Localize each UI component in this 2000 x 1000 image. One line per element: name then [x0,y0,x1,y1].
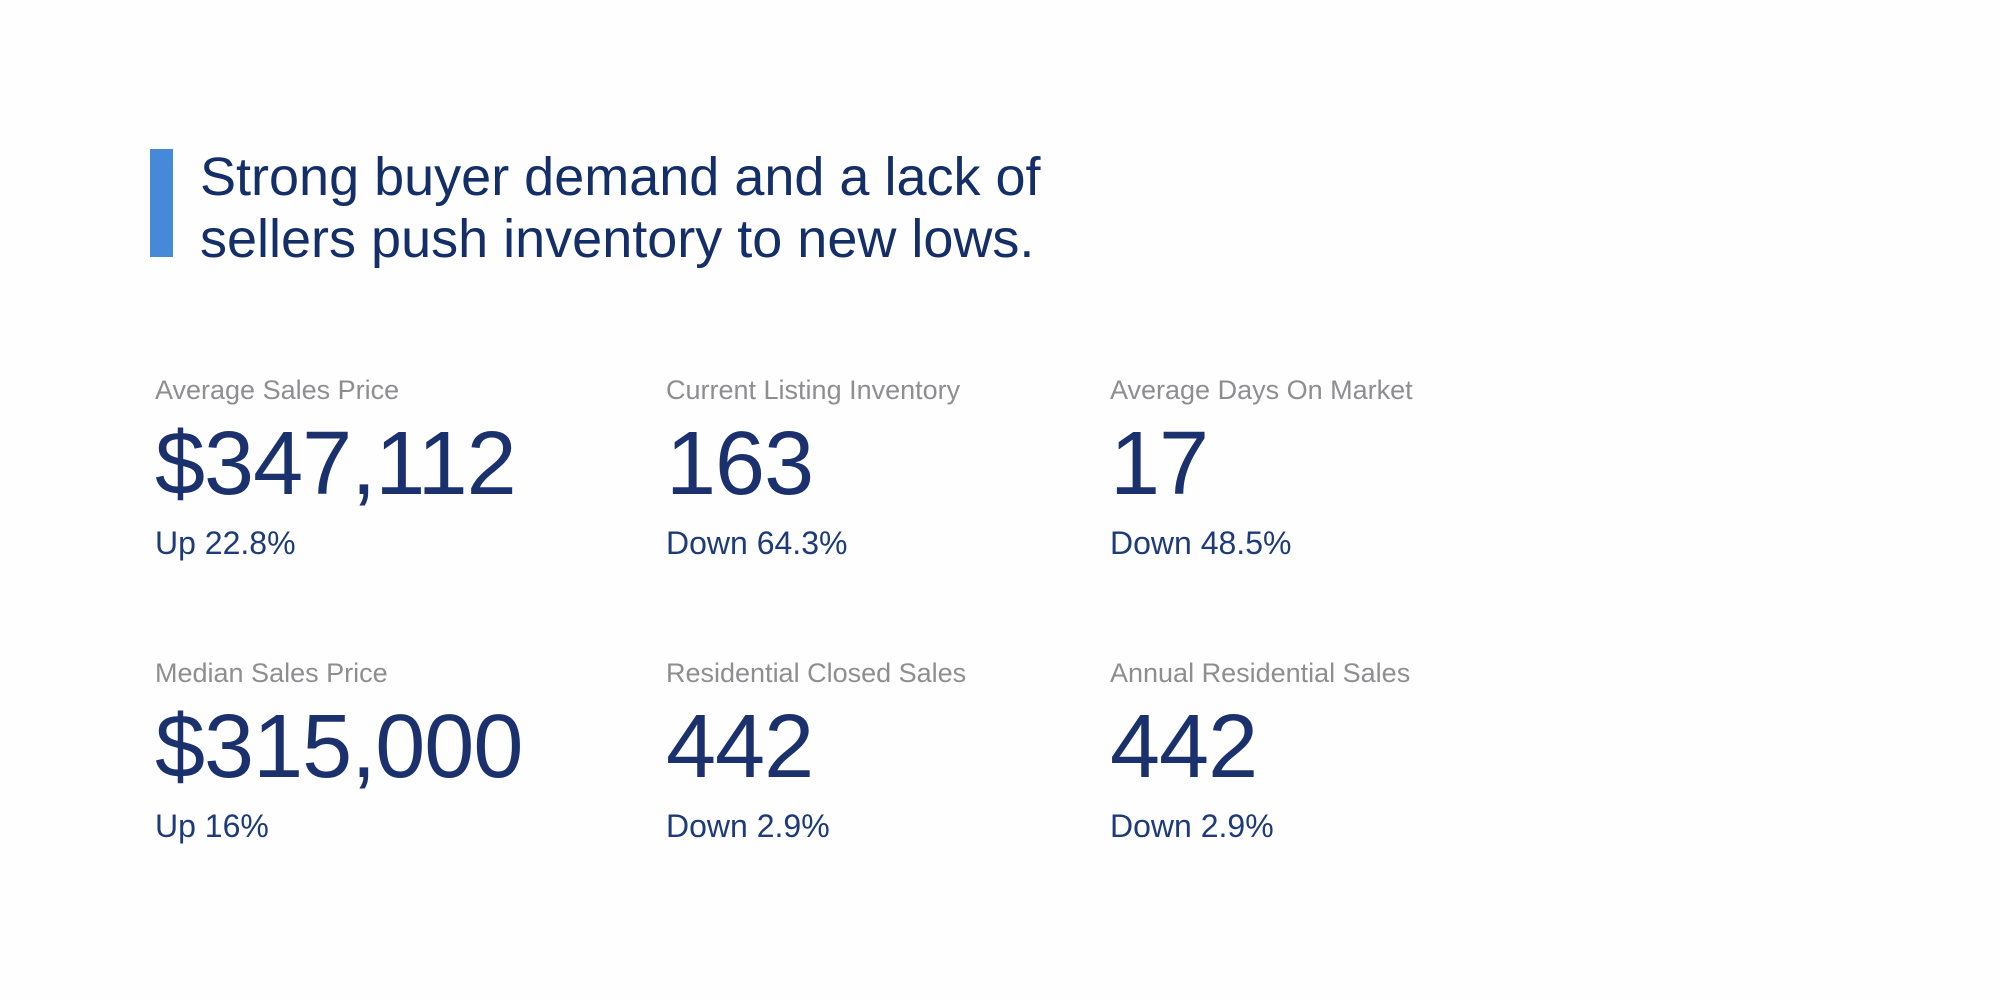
stat-change: Down 2.9% [666,808,830,844]
headline-accent-bar [150,149,173,257]
stat-label: Residential Closed Sales [666,658,967,688]
stat-value: $347,112 [155,414,517,514]
page-title-line-1: Strong buyer demand and a lack of [200,147,1041,207]
stat-label: Average Sales Price [155,375,400,405]
stat-change: Down 64.3% [666,525,848,561]
stat-value: $315,000 [155,697,523,797]
stat-card-residential-closed-sales: Residential Closed Sales 442 Down 2.9% [666,657,1110,845]
stat-card-current-listing-inventory: Current Listing Inventory 163 Down 64.3% [666,374,1110,562]
stats-grid: Average Sales Price $347,112 Up 22.8% Cu… [155,374,1540,845]
stat-change: Down 48.5% [1110,525,1292,561]
stat-value: 442 [1110,697,1258,797]
stat-label: Annual Residential Sales [1110,658,1411,688]
stat-card-median-sales-price: Median Sales Price $315,000 Up 16% [155,657,666,845]
stat-card-average-days-on-market: Average Days On Market 17 Down 48.5% [1110,374,1540,562]
stat-card-average-sales-price: Average Sales Price $347,112 Up 22.8% [155,374,666,562]
stat-value: 163 [666,414,814,514]
stat-value: 17 [1110,414,1209,514]
stat-change: Up 16% [155,808,269,844]
stat-label: Median Sales Price [155,658,388,688]
stat-label: Average Days On Market [1110,375,1413,405]
stat-label: Current Listing Inventory [666,375,961,405]
page-title: Strong buyer demand and a lack of seller… [200,146,1041,270]
stat-card-annual-residential-sales: Annual Residential Sales 442 Down 2.9% [1110,657,1540,845]
stat-change: Up 22.8% [155,525,296,561]
stat-change: Down 2.9% [1110,808,1274,844]
page-title-line-2: sellers push inventory to new lows. [200,209,1035,269]
headline-section: Strong buyer demand and a lack of seller… [150,146,1041,270]
stat-value: 442 [666,697,814,797]
